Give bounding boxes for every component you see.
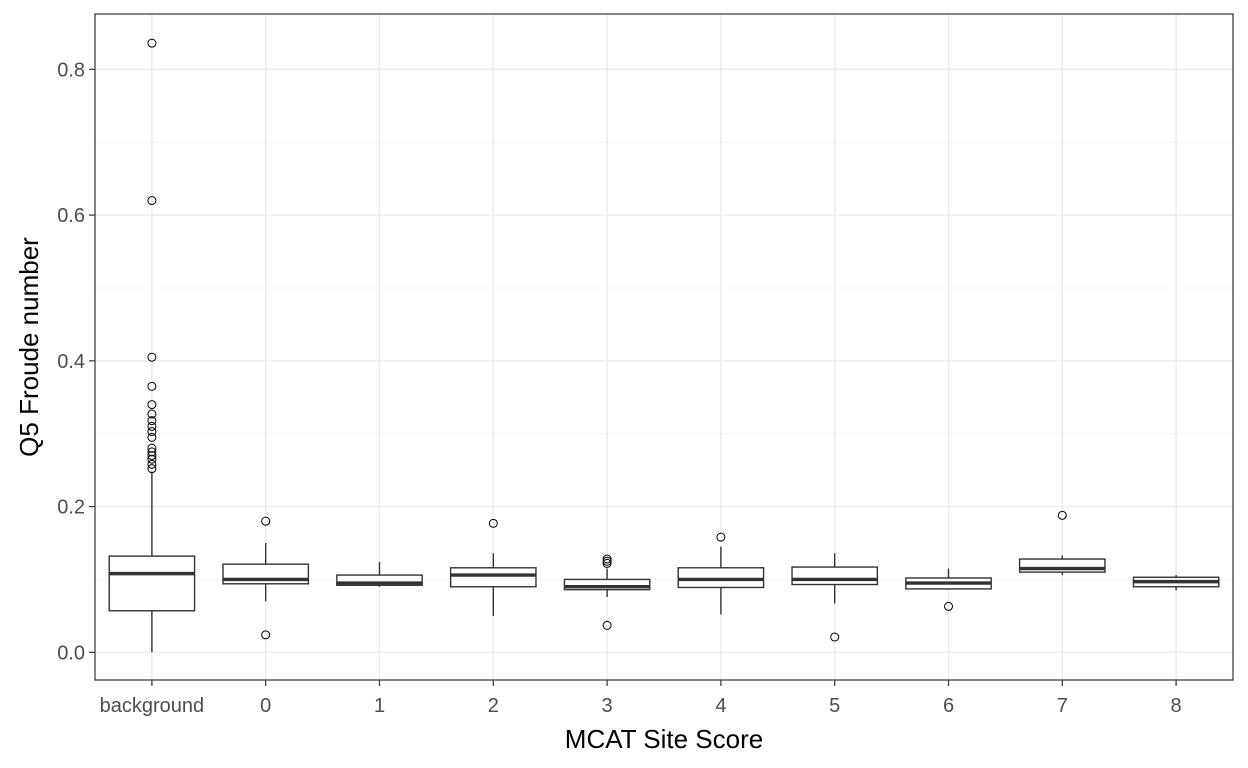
outlier-point [147, 400, 157, 410]
outlier-point [147, 427, 157, 437]
outlier-point [602, 556, 612, 566]
box-iqr [677, 567, 765, 589]
outlier-point [147, 38, 157, 48]
outlier-point [147, 447, 157, 457]
outlier-point [602, 620, 612, 630]
x-tick-label: background [100, 695, 205, 717]
outlier-point [716, 532, 726, 542]
x-tick-label: 1 [374, 695, 385, 717]
outlier-point [261, 516, 271, 526]
y-tick-label: 0.6 [57, 205, 85, 227]
outlier-point [944, 601, 953, 611]
outlier-point [261, 630, 271, 640]
outlier-point [147, 464, 157, 474]
x-tick-label: 6 [943, 695, 954, 717]
outlier-point [488, 518, 498, 528]
outlier-point [147, 454, 157, 464]
outlier-point [147, 432, 157, 442]
box-0 [222, 516, 310, 640]
box-iqr [108, 555, 196, 612]
x-axis-title: MCAT Site Score [565, 724, 763, 754]
y-tick-label: 0.0 [57, 642, 85, 664]
panel-border [94, 13, 1234, 681]
outlier-point [602, 554, 612, 564]
outlier-point [147, 459, 157, 469]
outlier-point [830, 632, 840, 642]
box-5 [791, 553, 879, 642]
y-axis-title: Q5 Froude number [14, 237, 44, 457]
outlier-point [147, 443, 157, 453]
outlier-point [1057, 510, 1067, 520]
box-1 [336, 561, 423, 587]
x-tick-label: 0 [260, 695, 271, 717]
box-layer [108, 38, 1220, 653]
box-6 [905, 568, 992, 611]
outlier-point [147, 381, 157, 391]
x-tick-label: 8 [1171, 695, 1182, 717]
outlier-point [602, 558, 612, 568]
x-tick-label: 4 [715, 695, 726, 717]
box-7 [1018, 510, 1106, 576]
outlier-point [147, 421, 157, 431]
outlier-point [147, 451, 157, 461]
outlier-point [147, 409, 157, 419]
box-iqr [563, 578, 651, 591]
box-iqr [791, 566, 879, 586]
y-tick-label: 0.2 [57, 497, 85, 519]
outlier-point [147, 352, 157, 362]
y-tick-label: 0.4 [57, 351, 85, 373]
x-tick-label: 2 [488, 695, 499, 717]
x-tick-label: 3 [602, 695, 613, 717]
y-tick-label: 0.8 [57, 59, 85, 81]
axis-layer: 0.0 0.2 0.4 0.6 0.8 background 0 1 2 3 4 5 6 7 8 [57, 59, 1181, 717]
box-iqr [449, 567, 537, 588]
outlier-point [147, 416, 157, 426]
box-iqr [336, 574, 423, 586]
box-4 [677, 532, 765, 615]
x-tick-label: 7 [1057, 695, 1068, 717]
x-tick-label: 5 [829, 695, 840, 717]
outlier-point [147, 196, 157, 206]
box-3 [563, 554, 651, 630]
box-2 [449, 518, 537, 616]
box-8 [1132, 575, 1220, 591]
box-background [108, 38, 196, 653]
